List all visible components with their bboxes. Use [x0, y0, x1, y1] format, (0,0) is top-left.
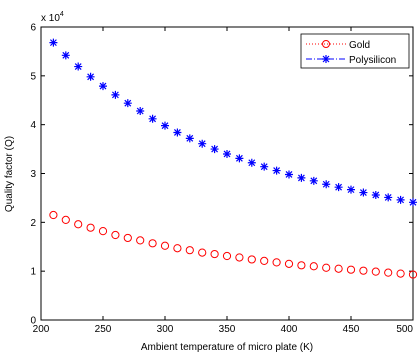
gold-point — [272, 258, 281, 267]
legend-gold-label: Gold — [349, 40, 370, 51]
polysilicon-point — [223, 149, 231, 158]
gold-point — [136, 236, 145, 245]
polysilicon-point — [396, 195, 405, 204]
axis-ticks: 200 250 300 350 400 450 500 0 1 2 3 4 5 6 — [30, 23, 414, 335]
legend-gold-marker — [322, 40, 330, 48]
gold-point — [371, 267, 380, 276]
gold-point — [123, 233, 132, 243]
polysilicon-point — [111, 90, 120, 99]
gold-point — [61, 215, 70, 224]
x-tick-label: 300 — [157, 324, 174, 335]
y-tick-label: 2 — [30, 218, 36, 229]
gold-point — [173, 244, 182, 253]
x-tick-label: 400 — [281, 324, 298, 335]
polysilicon-point — [309, 176, 318, 185]
x-axis-label: Ambient temperature of micro plate (K) — [141, 342, 313, 353]
polysilicon-point — [297, 173, 306, 182]
polysilicon-point — [86, 72, 95, 81]
gold-point — [284, 259, 294, 268]
y-tick-label: 1 — [30, 267, 36, 278]
plot-area — [40, 26, 414, 321]
polysilicon-point — [161, 121, 169, 130]
polysilicon-point — [136, 106, 145, 115]
y-tick-label: 4 — [30, 120, 36, 131]
gold-point — [297, 261, 306, 270]
gold-point — [359, 266, 368, 275]
y-tick-label: 3 — [30, 169, 36, 180]
polysilicon-point — [371, 190, 380, 199]
x-tick-label: 250 — [95, 324, 112, 335]
polysilicon-point — [235, 154, 244, 163]
polysilicon-point — [185, 134, 194, 143]
gold-point — [396, 269, 405, 278]
gold-point — [98, 227, 108, 236]
gold-point — [408, 270, 418, 279]
polysilicon-point — [322, 180, 331, 189]
gold-point — [260, 256, 269, 266]
x-tick-label: 450 — [343, 324, 360, 335]
x-tick-label: 200 — [33, 324, 50, 335]
polysilicon-point — [99, 82, 107, 91]
gold-point — [49, 210, 58, 220]
polysilicon-point — [285, 170, 293, 179]
gold-point — [86, 223, 95, 232]
gold-point — [198, 248, 207, 257]
gold-point — [322, 263, 331, 272]
gold-point — [222, 251, 232, 261]
legend-polysilicon-marker — [322, 55, 330, 63]
y-multiplier-label: x 104 — [41, 11, 64, 24]
polysilicon-point — [334, 183, 343, 192]
y-axis-label: Quality factor (Q) — [4, 136, 15, 212]
gold-point — [74, 220, 83, 229]
polysilicon-point — [347, 185, 355, 194]
gold-point — [346, 265, 356, 274]
y-tick-label: 0 — [30, 316, 36, 327]
y-tick-label: 5 — [30, 71, 36, 82]
gold-point — [210, 249, 219, 259]
polysilicon-point — [61, 51, 70, 60]
data-marks — [49, 38, 418, 279]
legend-polysilicon-label: Polysilicon — [349, 55, 396, 66]
x-tick-label: 500 — [396, 324, 413, 335]
gold-point — [160, 241, 170, 250]
y-multiplier-exponent: 4 — [60, 11, 64, 18]
polysilicon-point — [247, 158, 256, 167]
gold-point — [111, 230, 120, 240]
polysilicon-point — [409, 198, 417, 207]
polysilicon-point — [173, 128, 182, 137]
legend: Gold Polysilicon — [300, 33, 410, 69]
polysilicon-point — [123, 99, 132, 108]
gold-point — [247, 255, 256, 264]
polysilicon-point — [384, 193, 393, 202]
gold-point — [148, 239, 157, 248]
gold-point — [384, 268, 393, 277]
polysilicon-point — [74, 62, 83, 71]
gold-point — [235, 253, 244, 262]
gold-point — [334, 264, 343, 273]
polysilicon-point — [148, 114, 157, 123]
polysilicon-point — [210, 145, 219, 154]
polysilicon-point — [49, 38, 58, 47]
x-tick-label: 350 — [219, 324, 236, 335]
gold-point — [185, 246, 194, 255]
legend-box — [300, 33, 410, 69]
polysilicon-point — [272, 166, 281, 175]
gold-point — [309, 262, 318, 271]
polysilicon-point — [260, 162, 269, 171]
polysilicon-point — [359, 188, 368, 197]
y-tick-label: 6 — [30, 23, 36, 34]
polysilicon-point — [198, 139, 207, 148]
